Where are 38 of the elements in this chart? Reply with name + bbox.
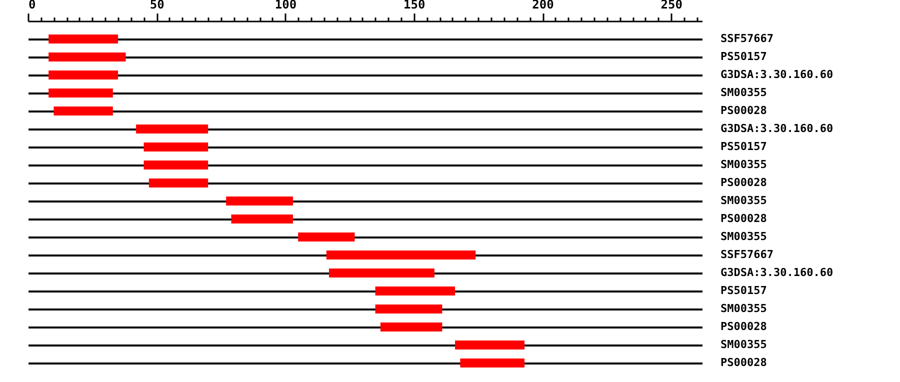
bar [375,286,456,296]
y-tick-label: SM00355 [720,230,767,243]
y-tick-label: PS00028 [720,320,767,333]
y-tick-label: G3DSA:3.30.160.60 [720,68,834,81]
bar [326,250,476,260]
bar [48,52,126,62]
y-tick-label: PS00028 [720,212,767,225]
bar [328,268,434,278]
bar [380,322,442,332]
bar [48,70,118,80]
y-tick-label: PS00028 [720,176,767,189]
bar [148,178,208,188]
y-tick-label: SM00355 [720,86,767,99]
y-tick-label: SSF57667 [720,32,774,45]
bar [144,160,208,170]
y-tick-label: PS50157 [720,140,767,153]
y-tick-label: PS00028 [720,104,767,117]
y-tick-label: G3DSA:3.30.160.60 [720,266,834,279]
bar [54,106,113,116]
y-tick-label: G3DSA:3.30.160.60 [720,122,834,135]
bar [136,124,208,134]
bar [144,142,208,152]
bar [231,214,293,224]
bar [48,34,118,44]
bar [455,340,524,350]
bar [48,88,113,98]
y-tick-label: SSF57667 [720,248,774,261]
y-tick-label: SM00355 [720,158,767,171]
y-tick-label: PS50157 [720,50,767,63]
y-tick-label: SM00355 [720,194,767,207]
y-tick-label: SM00355 [720,338,767,351]
y-tick-label: SM00355 [720,302,767,315]
bar [460,358,524,368]
y-tick-label: PS00028 [720,356,767,369]
y-tick-label: PS50157 [720,284,767,297]
bar [226,196,293,206]
bar [375,304,442,314]
bar [298,232,355,242]
